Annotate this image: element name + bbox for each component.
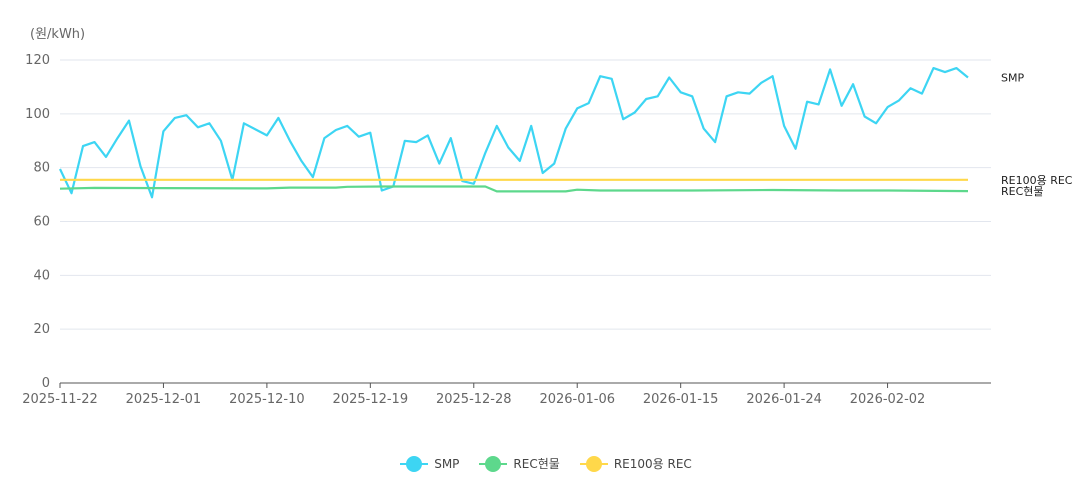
x-tick-label: 2025-11-22 — [22, 392, 98, 407]
legend-marker-dot — [485, 455, 502, 472]
legend-marker-dot — [406, 455, 423, 472]
x-tick-label: 2026-01-06 — [539, 392, 615, 407]
x-tick-label: 2026-01-24 — [746, 392, 822, 407]
y-tick-label: 100 — [25, 107, 50, 122]
legend-marker-icon — [479, 455, 508, 472]
legend-item[interactable]: SMP — [400, 455, 459, 472]
y-axis-unit-label: (원/kWh) — [30, 27, 85, 42]
legend-marker-dot — [585, 455, 602, 472]
x-tick-label: 2025-12-01 — [126, 392, 202, 407]
x-tick-label: 2025-12-19 — [333, 392, 409, 407]
x-tick-label: 2025-12-28 — [436, 392, 512, 407]
series-end-label: RE100용 REC — [1001, 174, 1073, 187]
y-tick-label: 20 — [33, 322, 50, 337]
series-line-1 — [59, 185, 969, 193]
series-end-label: SMP — [1001, 71, 1024, 84]
legend-item[interactable]: RE100용 REC — [579, 455, 692, 472]
legend-marker-icon — [400, 455, 429, 472]
x-tick-label: 2026-02-02 — [850, 392, 926, 407]
series-line-0 — [59, 67, 969, 199]
legend-marker-icon — [579, 455, 608, 472]
x-tick-label: 2025-12-10 — [229, 392, 305, 407]
y-tick-label: 80 — [33, 161, 50, 176]
y-tick-label: 0 — [42, 376, 50, 391]
y-tick-label: 40 — [33, 268, 50, 283]
axes: 0 20 40 60 80 100 120 2025-11-22 2025-12-01 2025-… — [22, 53, 991, 407]
series-end-label: REC현물 — [1001, 185, 1044, 198]
series-lines — [59, 67, 969, 199]
grid-lines — [60, 59, 991, 330]
legend-label: REC현물 — [513, 457, 560, 471]
y-tick-label: 120 — [25, 53, 50, 68]
chart-legend: SMP REC현물 RE100용 REC — [0, 455, 1092, 472]
legend-item[interactable]: REC현물 — [479, 455, 560, 472]
x-tick-label: 2026-01-15 — [643, 392, 719, 407]
legend-label: SMP — [434, 456, 460, 471]
legend-label: RE100용 REC — [613, 457, 692, 471]
y-tick-label: 60 — [33, 215, 50, 230]
